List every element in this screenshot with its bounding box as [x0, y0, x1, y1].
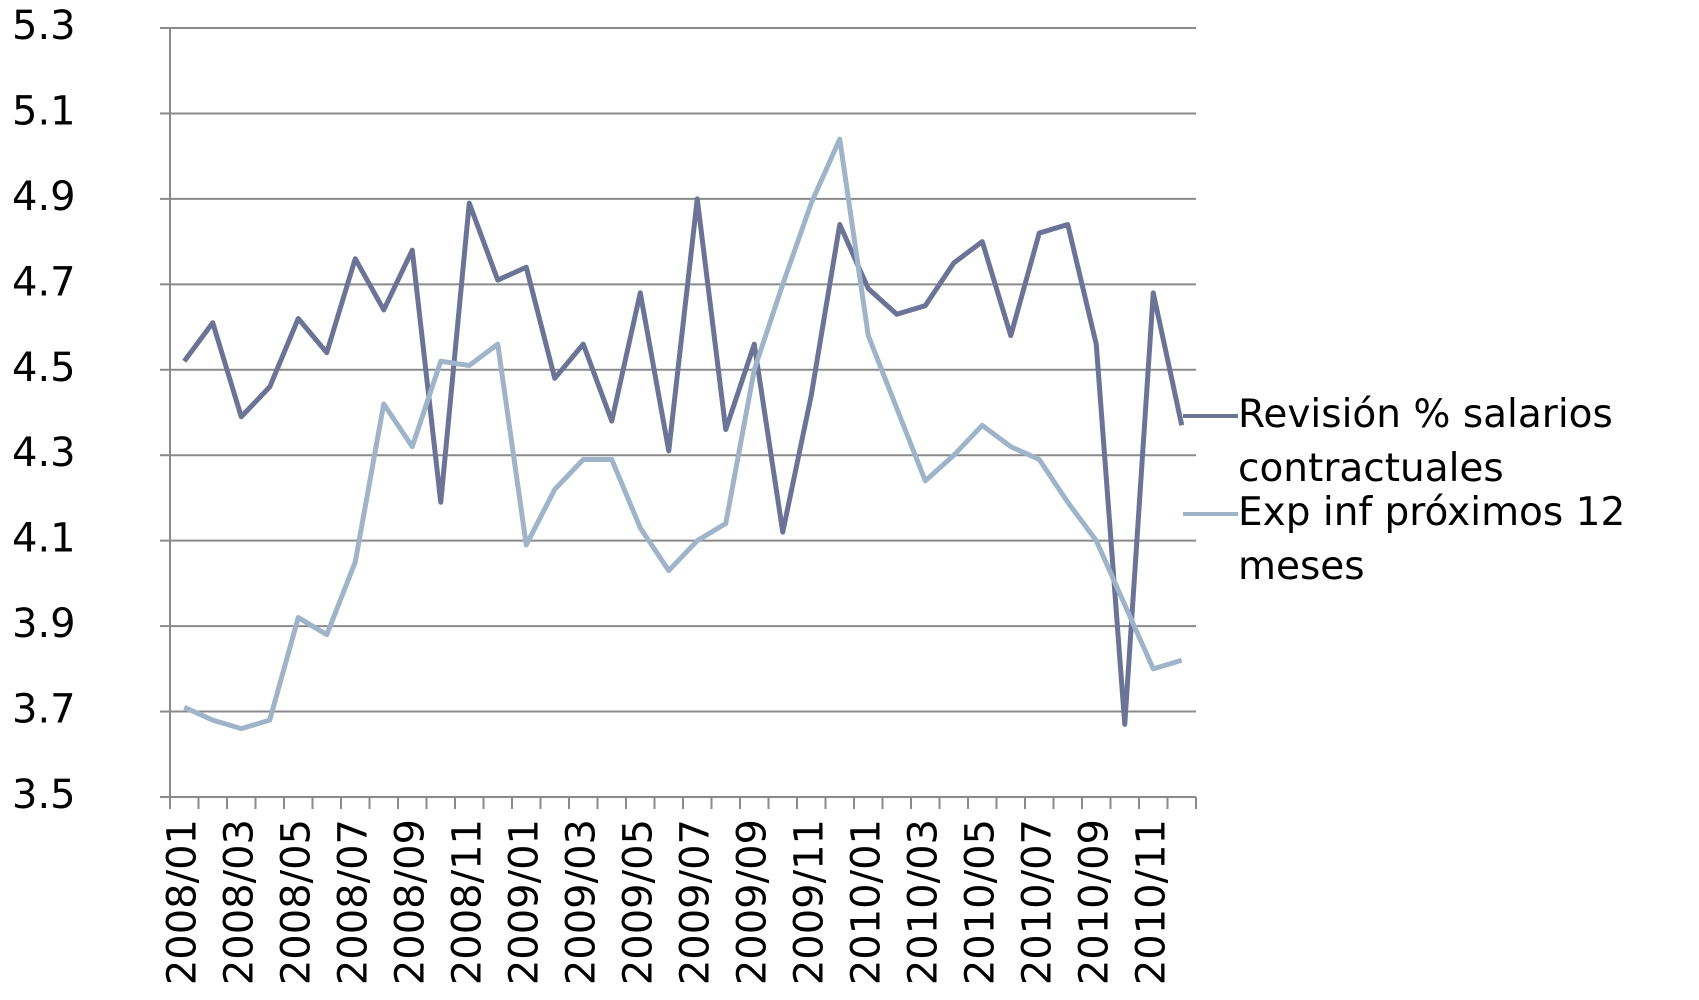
- y-tick-label: 3.7: [12, 687, 76, 733]
- line-series: [182, 196, 1185, 727]
- x-tick-label: 2008/09: [387, 819, 433, 985]
- y-tick-label: 4.5: [12, 345, 76, 391]
- y-tick-label: 4.3: [12, 430, 76, 476]
- legend-label: Exp inf próximos 12 meses: [1238, 490, 1626, 589]
- x-tick-label: 2008/03: [216, 819, 262, 985]
- x-tick-label: 2010/01: [843, 819, 889, 985]
- y-tick-label: 4.1: [12, 516, 76, 562]
- x-tick-label: 2010/11: [1128, 819, 1174, 985]
- legend-swatch: [1183, 414, 1238, 418]
- y-tick-label: 4.9: [12, 174, 76, 220]
- legend-item: Exp inf próximos 12 meses: [1183, 486, 1678, 594]
- y-tick-label: 3.9: [12, 601, 76, 647]
- x-tick-label: 2009/11: [786, 819, 832, 985]
- x-tick-label: 2010/09: [1071, 819, 1117, 985]
- legend-label: Revisión % salarios contractuales: [1238, 392, 1613, 491]
- x-tick-label: 2009/03: [558, 819, 604, 985]
- y-tick-label: 5.1: [12, 88, 76, 134]
- x-tick-label: 2008/07: [330, 819, 376, 985]
- x-tick-label: 2010/03: [900, 819, 946, 985]
- x-tick-label: 2009/09: [729, 819, 775, 985]
- line-series: [183, 136, 1183, 732]
- x-tick-label: 2009/07: [672, 819, 718, 985]
- y-tick-label: 4.7: [12, 259, 76, 305]
- x-tick-label: 2008/11: [444, 819, 490, 985]
- legend-item: Revisión % salarios contractuales: [1183, 388, 1678, 496]
- x-tick-label: 2009/01: [501, 819, 547, 985]
- x-tick-label: 2010/07: [1014, 819, 1060, 985]
- x-tick-label: 2009/05: [615, 819, 661, 985]
- y-tick-label: 5.3: [12, 3, 76, 49]
- x-tick-label: 2008/01: [159, 819, 205, 985]
- y-tick-label: 3.5: [12, 772, 76, 818]
- x-tick-label: 2010/05: [957, 819, 1003, 985]
- legend-swatch: [1183, 512, 1238, 516]
- x-tick-label: 2008/05: [273, 819, 319, 985]
